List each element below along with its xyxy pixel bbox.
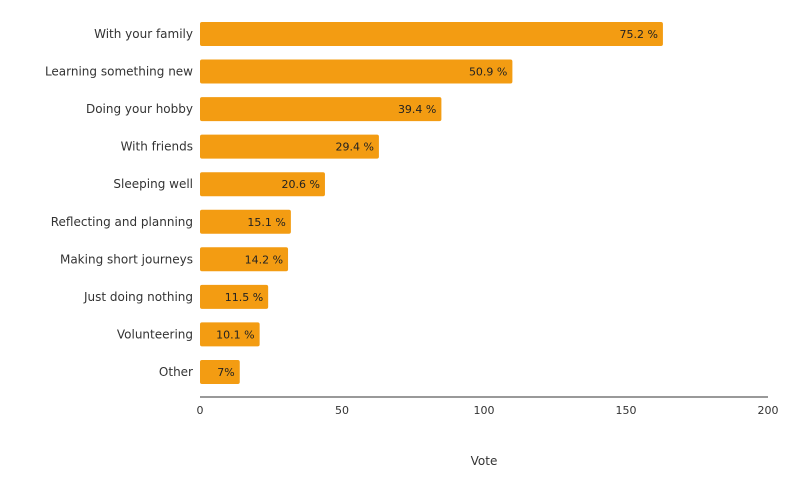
bar-data-label: 14.2 % (245, 253, 283, 266)
bar-data-label: 7% (217, 366, 234, 379)
category-label: Making short journeys (60, 252, 193, 266)
x-axis-ticks: 0 50 100 150 200 (197, 404, 779, 417)
category-label: Doing your hobby (86, 102, 193, 116)
x-tick-label: 0 (197, 404, 204, 417)
bar-data-label: 75.2 % (619, 28, 657, 41)
bar (200, 359, 240, 384)
x-tick-label: 100 (474, 404, 495, 417)
x-axis-title: Vote (471, 454, 498, 468)
bar-data-label: 29.4 % (335, 141, 373, 154)
bar (200, 322, 260, 347)
bar (200, 97, 442, 122)
x-tick-label: 50 (335, 404, 349, 417)
bar-data-label: 15.1 % (247, 216, 285, 229)
x-tick-label: 150 (616, 404, 637, 417)
category-label: Reflecting and planning (51, 215, 193, 229)
category-label: Learning something new (45, 65, 193, 79)
bar-data-label: 50.9 % (469, 66, 507, 79)
bar (200, 22, 663, 46)
bar-data-label: 10.1 % (216, 328, 254, 341)
bar (200, 172, 325, 197)
category-label: Volunteering (117, 327, 193, 341)
bar-data-label: 11.5 % (225, 291, 263, 304)
bar (200, 284, 269, 309)
category-labels: With your family Learning something new Do… (45, 27, 193, 379)
data-labels: 75.2 % 50.9 % 39.4 % 29.4 % 20.6 % 15.1 % 14.2… (216, 28, 658, 379)
bar-data-label: 20.6 % (282, 178, 320, 191)
bars-group (200, 22, 663, 384)
bar (200, 209, 291, 234)
category-label: Just doing nothing (83, 290, 193, 304)
category-label: With your family (94, 27, 193, 41)
bar-data-label: 39.4 % (398, 103, 436, 116)
bar (200, 247, 289, 272)
bar (200, 59, 513, 84)
category-label: Sleeping well (113, 177, 193, 191)
bar (200, 134, 379, 159)
category-label: Other (159, 365, 193, 379)
x-tick-label: 200 (758, 404, 779, 417)
category-label: With friends (121, 140, 193, 154)
